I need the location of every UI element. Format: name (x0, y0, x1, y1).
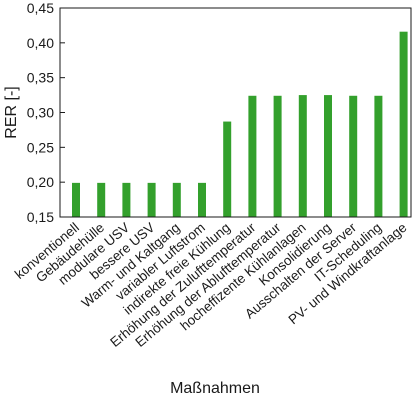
x-axis-title: Maßnahmen (170, 380, 260, 397)
bar (147, 182, 156, 217)
y-tick-label: 0,45 (27, 0, 54, 16)
y-tick-label: 0,40 (27, 35, 54, 51)
y-tick-label: 0,20 (27, 174, 54, 190)
bar (72, 182, 80, 217)
bar (172, 182, 181, 217)
y-axis-ticks: 0,15 0,20 0,25 0,30 0,35 0,40 0,45 (27, 0, 65, 225)
bar (198, 182, 206, 217)
bar (273, 95, 282, 217)
y-axis-title: RER [-] (3, 86, 20, 138)
bar (349, 95, 358, 217)
y-tick-label: 0,35 (27, 70, 54, 86)
bars-group (72, 31, 408, 218)
bar (122, 182, 131, 217)
bar (374, 95, 383, 217)
plot-frame (59, 7, 412, 218)
bar (223, 121, 232, 217)
bar (399, 31, 408, 218)
y-tick-label: 0,25 (27, 139, 54, 155)
bar (298, 95, 307, 217)
bar (324, 95, 332, 217)
y-tick-label: 0,30 (27, 105, 54, 121)
y-tick-label: 0,15 (27, 209, 54, 225)
bar (97, 182, 106, 217)
bar (248, 95, 257, 217)
